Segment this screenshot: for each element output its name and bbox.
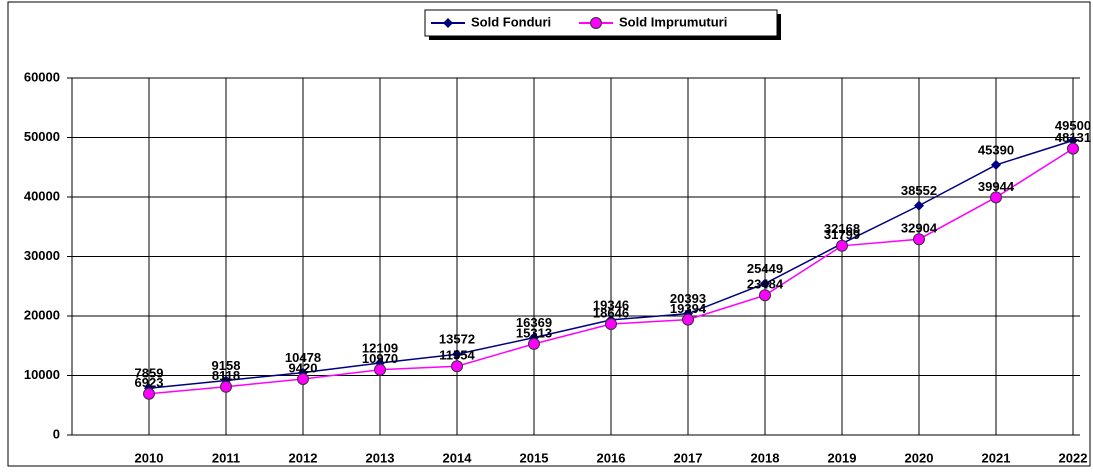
- point-marker: [991, 159, 1001, 170]
- point-marker: [220, 380, 232, 393]
- point-marker: [143, 387, 155, 400]
- data-label: 45390: [978, 142, 1014, 157]
- data-label: 20393: [670, 291, 706, 306]
- point-marker: [452, 349, 462, 360]
- x-tick-label: 2020: [905, 450, 934, 465]
- x-tick-label: 2021: [982, 450, 1011, 465]
- x-tick-label: 2013: [366, 450, 395, 465]
- y-tick-label: 50000: [24, 129, 60, 144]
- data-label: 7859: [135, 366, 164, 381]
- y-tick-label: 60000: [24, 69, 60, 84]
- data-label: 49500: [1055, 118, 1091, 133]
- y-tick-label: 10000: [24, 367, 60, 382]
- legend-label: Sold Imprumuturi: [619, 14, 727, 29]
- data-label: 10478: [285, 350, 321, 365]
- y-tick-label: 40000: [24, 188, 60, 203]
- data-label: 10970: [362, 351, 398, 366]
- point-marker: [528, 337, 540, 350]
- data-label: 31799: [824, 227, 860, 242]
- x-tick-label: 2015: [520, 450, 549, 465]
- data-label: 11554: [439, 348, 475, 363]
- data-label: 9158: [212, 358, 241, 373]
- x-tick-label: 2022: [1059, 450, 1088, 465]
- point-marker: [1068, 135, 1078, 146]
- point-marker: [374, 363, 386, 376]
- data-label: 25449: [747, 261, 783, 276]
- data-label: 23484: [747, 277, 784, 292]
- x-tick-label: 2011: [212, 450, 240, 465]
- x-tick-label: 2016: [597, 450, 626, 465]
- x-tick-label: 2010: [135, 450, 164, 465]
- x-tick-label: 2019: [828, 450, 857, 465]
- data-label: 15313: [516, 325, 552, 340]
- data-label: 9420: [289, 360, 318, 375]
- data-label: 48131: [1055, 130, 1091, 145]
- x-tick-label: 2018: [751, 450, 780, 465]
- y-tick-label: 0: [53, 426, 60, 441]
- point-marker: [682, 313, 694, 326]
- legend-label: Sold Fonduri: [471, 14, 551, 29]
- x-tick-label: 2012: [289, 450, 318, 465]
- point-marker: [990, 191, 1002, 204]
- data-label: 13572: [439, 332, 475, 347]
- point-marker: [913, 233, 925, 246]
- point-marker: [914, 200, 924, 211]
- y-tick-label: 20000: [24, 307, 60, 322]
- data-label: 19394: [670, 301, 707, 316]
- x-tick-label: 2017: [674, 450, 703, 465]
- point-marker: [605, 318, 617, 331]
- data-label: 19346: [593, 297, 629, 312]
- data-label: 6923: [135, 375, 164, 390]
- x-tick-label: 2014: [443, 450, 473, 465]
- point-marker: [760, 278, 770, 289]
- point-marker: [759, 289, 771, 302]
- point-marker: [451, 360, 463, 373]
- data-label: 16369: [516, 315, 552, 330]
- legend-marker: [590, 17, 602, 29]
- legend-marker: [443, 18, 453, 28]
- data-label: 32168: [824, 221, 860, 236]
- point-marker: [1067, 142, 1079, 155]
- data-label: 8118: [212, 368, 240, 383]
- chart-border: [7, 1, 1091, 467]
- data-label: 32904: [901, 221, 938, 236]
- point-marker: [836, 239, 848, 252]
- point-marker: [297, 372, 309, 385]
- data-label: 39944: [978, 179, 1015, 194]
- data-label: 18646: [593, 305, 629, 320]
- y-tick-label: 30000: [24, 248, 60, 263]
- data-label: 38552: [901, 183, 937, 198]
- data-label: 12109: [362, 340, 398, 355]
